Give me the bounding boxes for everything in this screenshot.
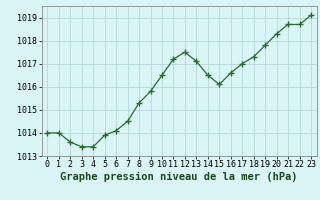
- X-axis label: Graphe pression niveau de la mer (hPa): Graphe pression niveau de la mer (hPa): [60, 172, 298, 182]
